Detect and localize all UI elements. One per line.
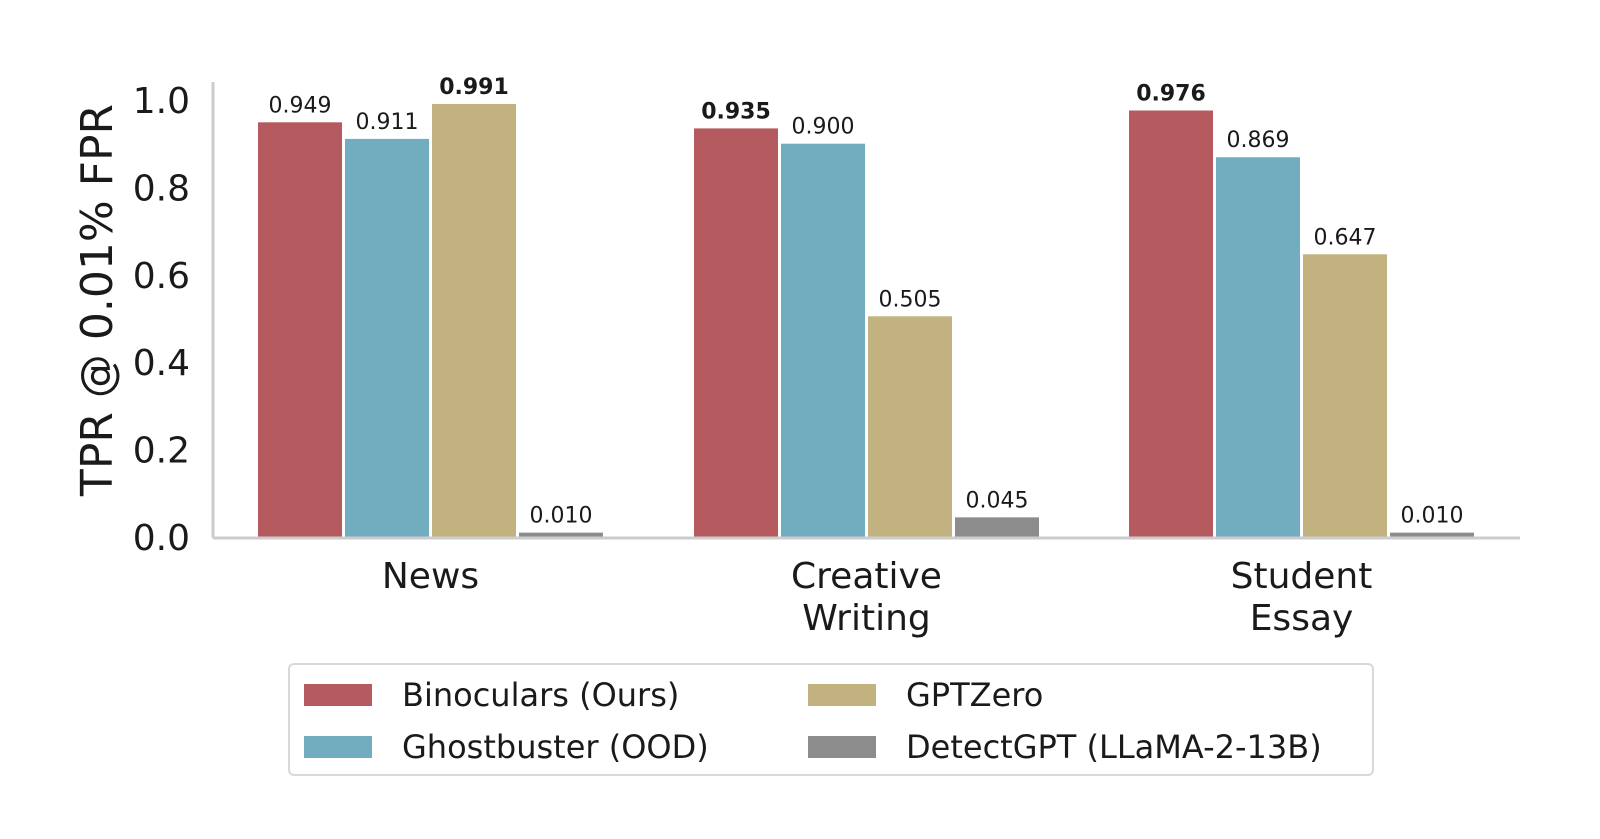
legend-swatch [304, 736, 372, 758]
legend: Binoculars (Ours) Ghostbuster (OOD) GPTZ… [288, 663, 1374, 776]
bar [868, 316, 952, 537]
bar [345, 138, 429, 537]
x-tick-label: Writing [802, 598, 931, 639]
bar [258, 122, 342, 538]
bar-value-label: 0.869 [1227, 128, 1290, 153]
bar-value-label: 0.991 [439, 75, 509, 100]
legend-swatch [808, 684, 876, 706]
y-tick-label: 1.0 [133, 81, 190, 122]
y-tick-label: 0.6 [133, 256, 190, 297]
y-tick-label: 0.8 [133, 168, 190, 209]
bar [1216, 157, 1300, 537]
bar [694, 128, 778, 537]
x-tick-label: Student [1231, 556, 1373, 597]
y-tick-label: 0.4 [133, 343, 190, 384]
bar [955, 517, 1039, 537]
legend-item-binoculars: Binoculars (Ours) [304, 675, 679, 715]
bar-value-label: 0.010 [530, 504, 593, 529]
x-tick-label: Essay [1250, 598, 1354, 639]
bar [781, 143, 865, 537]
x-tick-label: News [382, 556, 479, 597]
y-axis-label: TPR @ 0.01% FPR [72, 104, 123, 497]
legend-item-ghostbuster: Ghostbuster (OOD) [304, 727, 709, 767]
bar-value-label: 0.976 [1136, 81, 1206, 106]
x-tick-label: Creative [791, 556, 942, 597]
bar-value-label: 0.010 [1401, 504, 1464, 529]
bar [1303, 254, 1387, 538]
bar-value-label: 0.045 [966, 488, 1029, 513]
bar [1129, 110, 1213, 537]
bar-value-label: 0.911 [356, 110, 419, 135]
bar [519, 532, 603, 537]
legend-label: Binoculars (Ours) [402, 676, 680, 714]
legend-label: Ghostbuster (OOD) [402, 728, 709, 766]
legend-swatch [304, 684, 372, 706]
bar-value-label: 0.900 [792, 115, 855, 140]
legend-label: DetectGPT (LLaMA-2-13B) [906, 728, 1322, 766]
y-tick-label: 0.2 [133, 431, 190, 472]
y-tick-label: 0.0 [133, 518, 190, 559]
bar [1390, 532, 1474, 537]
bar-value-label: 0.647 [1314, 225, 1377, 250]
bar-value-label: 0.505 [879, 287, 942, 312]
legend-item-detectgpt: DetectGPT (LLaMA-2-13B) [808, 727, 1322, 767]
bar-value-label: 0.949 [269, 93, 332, 118]
bar [432, 103, 516, 538]
legend-swatch [808, 736, 876, 758]
bars: 0.949 0.935 0.976 0.911 0.900 0.869 0.991 0.505… [258, 75, 1474, 538]
legend-label: GPTZero [906, 676, 1044, 714]
bar-value-label: 0.935 [701, 99, 771, 124]
legend-item-gptzero: GPTZero [808, 675, 1043, 715]
